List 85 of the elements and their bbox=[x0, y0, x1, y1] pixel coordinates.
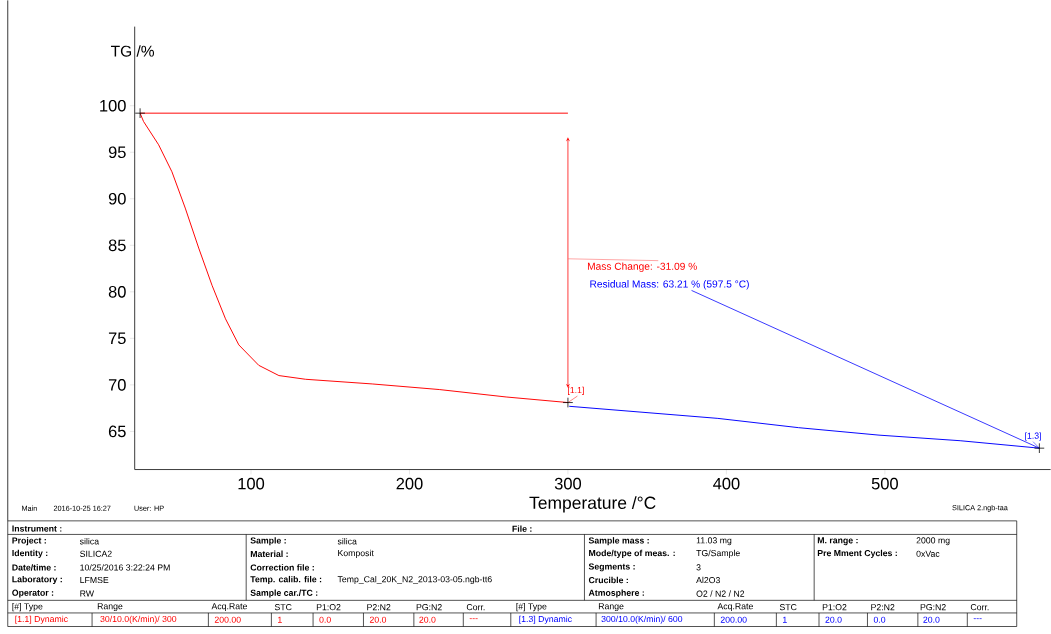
text: Range bbox=[97, 603, 123, 611]
text: Identity : bbox=[12, 549, 48, 558]
text: P2:N2 bbox=[871, 603, 895, 611]
text: 0xVac bbox=[916, 550, 940, 557]
text: LFMSE bbox=[80, 576, 109, 583]
text: Range bbox=[598, 603, 624, 611]
text: PG:N2 bbox=[416, 603, 442, 611]
text: Mode/type of meas. : bbox=[589, 549, 675, 558]
text: Laboratory : bbox=[12, 575, 62, 584]
text: [#] Type bbox=[516, 602, 547, 612]
text: 20.0 bbox=[369, 616, 387, 623]
text: silica bbox=[79, 537, 100, 545]
text: Correction file : bbox=[250, 564, 314, 571]
text: 10/25/2016 3:22:24 PM bbox=[80, 564, 170, 571]
text: --- bbox=[469, 618, 478, 619]
text: 1 bbox=[278, 616, 282, 623]
text: P2:N2 bbox=[367, 603, 391, 611]
text: Material : bbox=[250, 550, 288, 557]
text: STC bbox=[779, 603, 797, 611]
x-tick-label: 300 bbox=[554, 477, 582, 490]
annotation: Residual Mass: 63.21 % (597.5 °C) bbox=[590, 279, 749, 290]
text: Atmosphere : bbox=[588, 589, 644, 598]
annotation: Mass Change: -31.09 % bbox=[587, 262, 697, 272]
text: Instrument : bbox=[12, 525, 62, 532]
text: Sample mass : bbox=[588, 537, 649, 546]
text: 2000 mg bbox=[916, 537, 950, 546]
text: Acq.Rate bbox=[717, 603, 753, 611]
text: Komposit bbox=[338, 549, 374, 558]
text: Sample : bbox=[250, 537, 286, 546]
text: Corr. bbox=[970, 603, 989, 611]
y-tick-label: 70 bbox=[108, 378, 126, 391]
text: Segments : bbox=[588, 563, 635, 572]
text: Sample car./TC : bbox=[250, 589, 318, 598]
text: 1 bbox=[783, 616, 787, 623]
text: O2 / N2 / N2 bbox=[696, 590, 745, 597]
text: P1:O2 bbox=[316, 603, 341, 611]
text: silica bbox=[337, 537, 357, 545]
text: Project : bbox=[12, 537, 46, 546]
y-tick-label: 90 bbox=[108, 192, 126, 205]
text: P1:O2 bbox=[822, 603, 847, 611]
text: TG/Sample bbox=[696, 549, 740, 558]
text: 20.0 bbox=[419, 616, 436, 623]
y-tick-label: 75 bbox=[108, 332, 126, 344]
text: [1.3] Dynamic bbox=[519, 615, 572, 624]
text: 0.0 bbox=[319, 616, 331, 623]
text: 0.0 bbox=[873, 616, 886, 623]
text: --- bbox=[973, 618, 982, 619]
y-tick-label: 95 bbox=[108, 146, 126, 158]
text: 200.00 bbox=[720, 616, 747, 623]
text: Al2O3 bbox=[696, 576, 720, 584]
text: Corr. bbox=[466, 603, 485, 611]
y-tick-label: 80 bbox=[108, 285, 126, 298]
text: Temp. calib. file : bbox=[250, 575, 322, 584]
text: 3 bbox=[696, 564, 701, 571]
x-tick-label: 200 bbox=[396, 477, 423, 490]
x-tick-label: 400 bbox=[713, 477, 740, 490]
text: Crucible : bbox=[588, 576, 628, 584]
text: File : bbox=[512, 525, 532, 532]
y-tick-label: 85 bbox=[108, 239, 126, 252]
y-tick-label: 100 bbox=[100, 99, 126, 112]
text: 300/10.0(K/min)/ 600 bbox=[601, 615, 683, 624]
text: RW bbox=[80, 590, 95, 597]
text: [#] Type bbox=[12, 602, 43, 612]
text: STC bbox=[274, 603, 292, 611]
text: 200.00 bbox=[214, 616, 241, 623]
text: SILICA2 bbox=[80, 550, 112, 557]
text: PG:N2 bbox=[920, 603, 946, 611]
text: Operator : bbox=[12, 589, 54, 598]
x-axis-title: Temperature /°C bbox=[529, 496, 656, 513]
annotation: [1.3] bbox=[1025, 432, 1041, 441]
y-tick-label: 65 bbox=[108, 425, 126, 438]
annotation: [1.1] bbox=[568, 386, 584, 395]
text: [1.1] Dynamic bbox=[15, 615, 68, 624]
text: M. range : bbox=[817, 537, 858, 546]
text: 11.03 mg bbox=[696, 537, 732, 546]
x-tick-label: 100 bbox=[238, 477, 265, 490]
text: 20.0 bbox=[825, 616, 842, 623]
text: 20.0 bbox=[923, 616, 940, 623]
text: Temp_Cal_20K_N2_2013-03-05.ngb-tt6 bbox=[337, 575, 492, 584]
text: Acq.Rate bbox=[211, 603, 247, 611]
x-tick-label: 500 bbox=[871, 477, 898, 490]
y-axis-title: TG /% bbox=[110, 45, 155, 57]
text: Date/time : bbox=[12, 564, 56, 571]
text: 30/10.0(K/min)/ 300 bbox=[100, 615, 177, 624]
text: Pre Mment Cycles : bbox=[817, 549, 897, 558]
